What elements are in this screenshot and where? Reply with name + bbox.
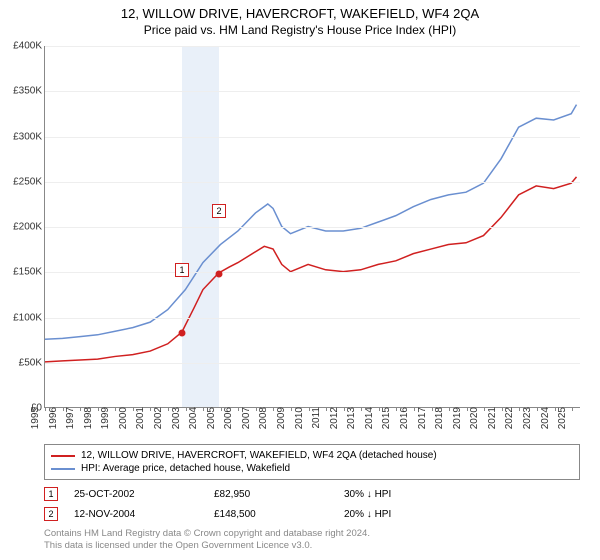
chart-container: 12, WILLOW DRIVE, HAVERCROFT, WAKEFIELD,… bbox=[0, 0, 600, 560]
x-tick-mark bbox=[572, 407, 573, 411]
x-tick-label: 2000 bbox=[115, 407, 129, 429]
x-tick-label: 1998 bbox=[80, 407, 94, 429]
x-tick-label: 2008 bbox=[255, 407, 269, 429]
x-tick-label: 2011 bbox=[308, 407, 322, 429]
x-tick-label: 2024 bbox=[537, 407, 551, 429]
x-tick-label: 1999 bbox=[97, 407, 111, 429]
y-tick-label: £200K bbox=[13, 222, 45, 233]
x-tick-label: 2012 bbox=[326, 407, 340, 429]
x-tick-label: 2007 bbox=[238, 407, 252, 429]
y-tick-label: £50K bbox=[19, 357, 45, 368]
x-tick-label: 2018 bbox=[431, 407, 445, 429]
x-tick-label: 2025 bbox=[554, 407, 568, 429]
x-tick-label: 1996 bbox=[44, 407, 58, 429]
chart-title: 12, WILLOW DRIVE, HAVERCROFT, WAKEFIELD,… bbox=[0, 0, 600, 21]
transaction-row: 1 25-OCT-2002£82,95030% ↓ HPI bbox=[44, 484, 580, 504]
gridline bbox=[45, 91, 580, 92]
series-property bbox=[45, 177, 577, 362]
x-tick-label: 2010 bbox=[290, 407, 304, 429]
marker-dot-1 bbox=[179, 329, 186, 336]
plot-area: £0£50K£100K£150K£200K£250K£300K£350K£400… bbox=[44, 46, 580, 408]
y-tick-label: £350K bbox=[13, 86, 45, 97]
x-tick-label: 1997 bbox=[62, 407, 76, 429]
marker-box-2: 2 bbox=[212, 204, 226, 218]
gridline bbox=[45, 182, 580, 183]
x-tick-label: 2013 bbox=[343, 407, 357, 429]
legend-label: 12, WILLOW DRIVE, HAVERCROFT, WAKEFIELD,… bbox=[81, 450, 437, 461]
gridline bbox=[45, 318, 580, 319]
x-tick-label: 2021 bbox=[484, 407, 498, 429]
transaction-marker: 1 bbox=[44, 487, 58, 501]
gridline bbox=[45, 363, 580, 364]
x-tick-label: 2009 bbox=[273, 407, 287, 429]
x-tick-label: 2002 bbox=[150, 407, 164, 429]
transaction-date: 12-NOV-2004 bbox=[74, 509, 214, 520]
legend-swatch bbox=[51, 468, 75, 470]
transaction-price: £82,950 bbox=[214, 489, 344, 500]
x-tick-label: 2019 bbox=[449, 407, 463, 429]
gridline bbox=[45, 227, 580, 228]
transaction-delta: 20% ↓ HPI bbox=[344, 509, 580, 520]
chart-subtitle: Price paid vs. HM Land Registry's House … bbox=[0, 21, 600, 41]
transaction-date: 25-OCT-2002 bbox=[74, 489, 214, 500]
x-tick-label: 2005 bbox=[203, 407, 217, 429]
x-tick-label: 2016 bbox=[396, 407, 410, 429]
x-tick-label: 2023 bbox=[519, 407, 533, 429]
y-tick-label: £250K bbox=[13, 176, 45, 187]
x-tick-label: 2017 bbox=[413, 407, 427, 429]
legend-swatch bbox=[51, 455, 75, 457]
footer-line-2: This data is licensed under the Open Gov… bbox=[44, 540, 580, 552]
transaction-delta: 30% ↓ HPI bbox=[344, 489, 580, 500]
transaction-price: £148,500 bbox=[214, 509, 344, 520]
x-tick-label: 2015 bbox=[378, 407, 392, 429]
y-tick-label: £150K bbox=[13, 267, 45, 278]
footer: Contains HM Land Registry data © Crown c… bbox=[44, 528, 580, 553]
marker-box-1: 1 bbox=[175, 263, 189, 277]
marker-dot-2 bbox=[215, 270, 222, 277]
transaction-marker: 2 bbox=[44, 507, 58, 521]
x-tick-label: 2006 bbox=[220, 407, 234, 429]
footer-line-1: Contains HM Land Registry data © Crown c… bbox=[44, 528, 580, 540]
legend-item-property: 12, WILLOW DRIVE, HAVERCROFT, WAKEFIELD,… bbox=[51, 449, 573, 462]
transaction-row: 2 12-NOV-2004£148,50020% ↓ HPI bbox=[44, 504, 580, 524]
x-tick-label: 2004 bbox=[185, 407, 199, 429]
legend-item-hpi: HPI: Average price, detached house, Wake… bbox=[51, 462, 573, 475]
legend: 12, WILLOW DRIVE, HAVERCROFT, WAKEFIELD,… bbox=[44, 444, 580, 480]
x-tick-label: 2001 bbox=[132, 407, 146, 429]
x-tick-label: 2003 bbox=[167, 407, 181, 429]
transaction-list: 1 25-OCT-2002£82,95030% ↓ HPI 2 12-NOV-2004… bbox=[44, 484, 580, 524]
x-tick-label: 2020 bbox=[466, 407, 480, 429]
legend-label: HPI: Average price, detached house, Wake… bbox=[81, 463, 290, 474]
x-tick-label: 2022 bbox=[501, 407, 515, 429]
x-tick-label: 1995 bbox=[27, 407, 41, 429]
gridline bbox=[45, 46, 580, 47]
y-tick-label: £100K bbox=[13, 312, 45, 323]
x-tick-label: 2014 bbox=[361, 407, 375, 429]
y-tick-label: £400K bbox=[13, 41, 45, 52]
gridline bbox=[45, 272, 580, 273]
gridline bbox=[45, 137, 580, 138]
y-tick-label: £300K bbox=[13, 131, 45, 142]
